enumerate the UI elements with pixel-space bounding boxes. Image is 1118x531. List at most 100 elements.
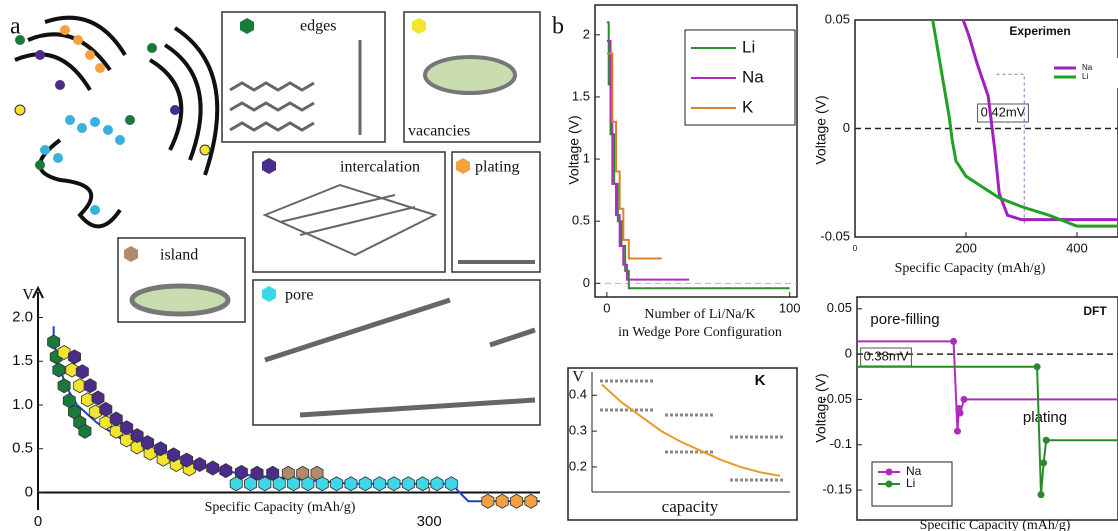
curves	[15, 18, 217, 227]
hexagon-point	[79, 424, 91, 438]
hexagon-point	[496, 494, 508, 508]
hexagon-point	[402, 477, 414, 491]
y-tick-label: -0.05	[820, 228, 850, 243]
y-tick-label: 0.05	[827, 300, 852, 315]
inset-label: island	[160, 247, 198, 264]
chart-title: K	[755, 372, 766, 389]
point	[954, 428, 961, 435]
y-tick-label: 0	[845, 346, 852, 361]
y-tick-label: 0.2	[569, 458, 587, 473]
x-tick-label: 0	[34, 513, 42, 530]
hexagon-point	[482, 494, 494, 508]
y-tick-label: 2	[583, 26, 590, 41]
y-axis-label: V	[572, 369, 584, 386]
y-axis-label: Voltage (V)	[813, 373, 829, 442]
hexagon-point	[207, 461, 219, 475]
x-tick-label: 200	[955, 240, 977, 255]
legend-label: Li	[906, 476, 915, 490]
hexagon-point	[141, 436, 153, 450]
y-tick-label: 0.5	[12, 440, 33, 457]
y-tick-label: 0	[583, 275, 590, 290]
y-tick-label: 0	[843, 120, 850, 135]
hexagon-point	[155, 442, 167, 456]
y-tick-label: -0.1	[830, 436, 852, 451]
x-axis-label: Specific Capacity (mAh/g)	[205, 500, 356, 515]
hexagon-point	[181, 453, 193, 467]
panel-label: b	[552, 14, 564, 40]
y-tick-label: 1.5	[12, 352, 33, 369]
x-axis-label: capacity	[662, 497, 719, 516]
hexagon-point	[374, 477, 386, 491]
inset-label: vacancies	[408, 123, 470, 140]
hexagon-point	[68, 350, 80, 364]
inset-label: edges	[300, 18, 336, 35]
hexagon-point	[431, 477, 443, 491]
legend-label: K	[742, 97, 754, 116]
legend-label: Li	[742, 37, 755, 56]
y-axis-label: Voltage (V)	[566, 115, 582, 184]
hexagon-point	[316, 477, 328, 491]
y-tick-label: 1.5	[572, 88, 590, 103]
hexagon-point	[273, 477, 285, 491]
x-axis-label: Specific Capacity (mAh/g)	[895, 261, 1046, 276]
annotation: 0.38mV	[864, 348, 909, 363]
hexagon-point	[244, 477, 256, 491]
point	[1040, 459, 1047, 466]
chart-title: DFT	[1083, 304, 1107, 318]
legend-label: Na	[742, 67, 764, 86]
hexagon-point	[53, 363, 65, 377]
chart-title: Experimen	[1009, 24, 1070, 38]
x-axis-label: in Wedge Pore Configuration	[618, 325, 782, 340]
illustrations: edges vacancies intercalation plating is…	[15, 12, 540, 425]
inset-label: plating	[475, 159, 519, 176]
legend-marker	[886, 469, 893, 476]
hexagon-point	[220, 464, 232, 478]
y-tick-label: 0.4	[569, 387, 587, 402]
legend-label: Li	[1082, 72, 1088, 81]
series-line	[607, 41, 689, 280]
hexagon-point	[58, 379, 70, 393]
hexagon-point	[259, 477, 271, 491]
y-tick-label: 1.0	[12, 396, 33, 413]
lattice	[425, 57, 515, 93]
x-tick-label: 300	[417, 513, 442, 530]
hexagon-point	[510, 494, 522, 508]
inset-steps	[600, 381, 785, 480]
point	[1034, 363, 1041, 370]
point	[961, 396, 968, 403]
series-line	[607, 53, 662, 258]
annotation: 0.42mV	[981, 104, 1026, 119]
y-tick-label: 0.05	[825, 11, 850, 26]
point	[950, 338, 957, 345]
inset-label: intercalation	[340, 159, 420, 176]
series-line	[933, 20, 1118, 226]
y-tick-label: -0.15	[822, 482, 852, 497]
annotation: pore-filling	[870, 311, 939, 328]
hexagon-point	[230, 477, 242, 491]
point	[957, 410, 964, 417]
hexagon-point	[417, 477, 429, 491]
annotation: plating	[1023, 409, 1067, 426]
y-tick-label: 2.0	[12, 308, 33, 325]
x-tick-label: 100	[779, 300, 801, 315]
hexagon-point	[194, 458, 206, 472]
hexagon-point	[525, 494, 537, 508]
hexagon-point	[345, 477, 357, 491]
hexagon-point	[84, 379, 96, 393]
x-axis-label: Specific Capacity (mAh/g)	[920, 518, 1071, 531]
hexagon-point	[445, 477, 457, 491]
point	[1043, 437, 1050, 444]
hexagon-point	[331, 477, 343, 491]
legend-label: Na	[1082, 63, 1093, 72]
y-tick-label: 1	[583, 151, 590, 166]
y-tick-label: 0.3	[569, 423, 587, 438]
hexagon-point	[359, 477, 371, 491]
y-tick-label: 0.5	[572, 213, 590, 228]
x-tick-label: 400	[1066, 240, 1088, 255]
y-axis-label: Voltage (V)	[813, 95, 829, 164]
y-tick-label: 0	[25, 483, 33, 500]
x-tick-label: 0	[603, 300, 610, 315]
figure: a b 00.51.01.52.00300VSpecific Capacity …	[0, 0, 1118, 531]
hexagon-point	[76, 365, 88, 379]
hexagon-point	[288, 477, 300, 491]
